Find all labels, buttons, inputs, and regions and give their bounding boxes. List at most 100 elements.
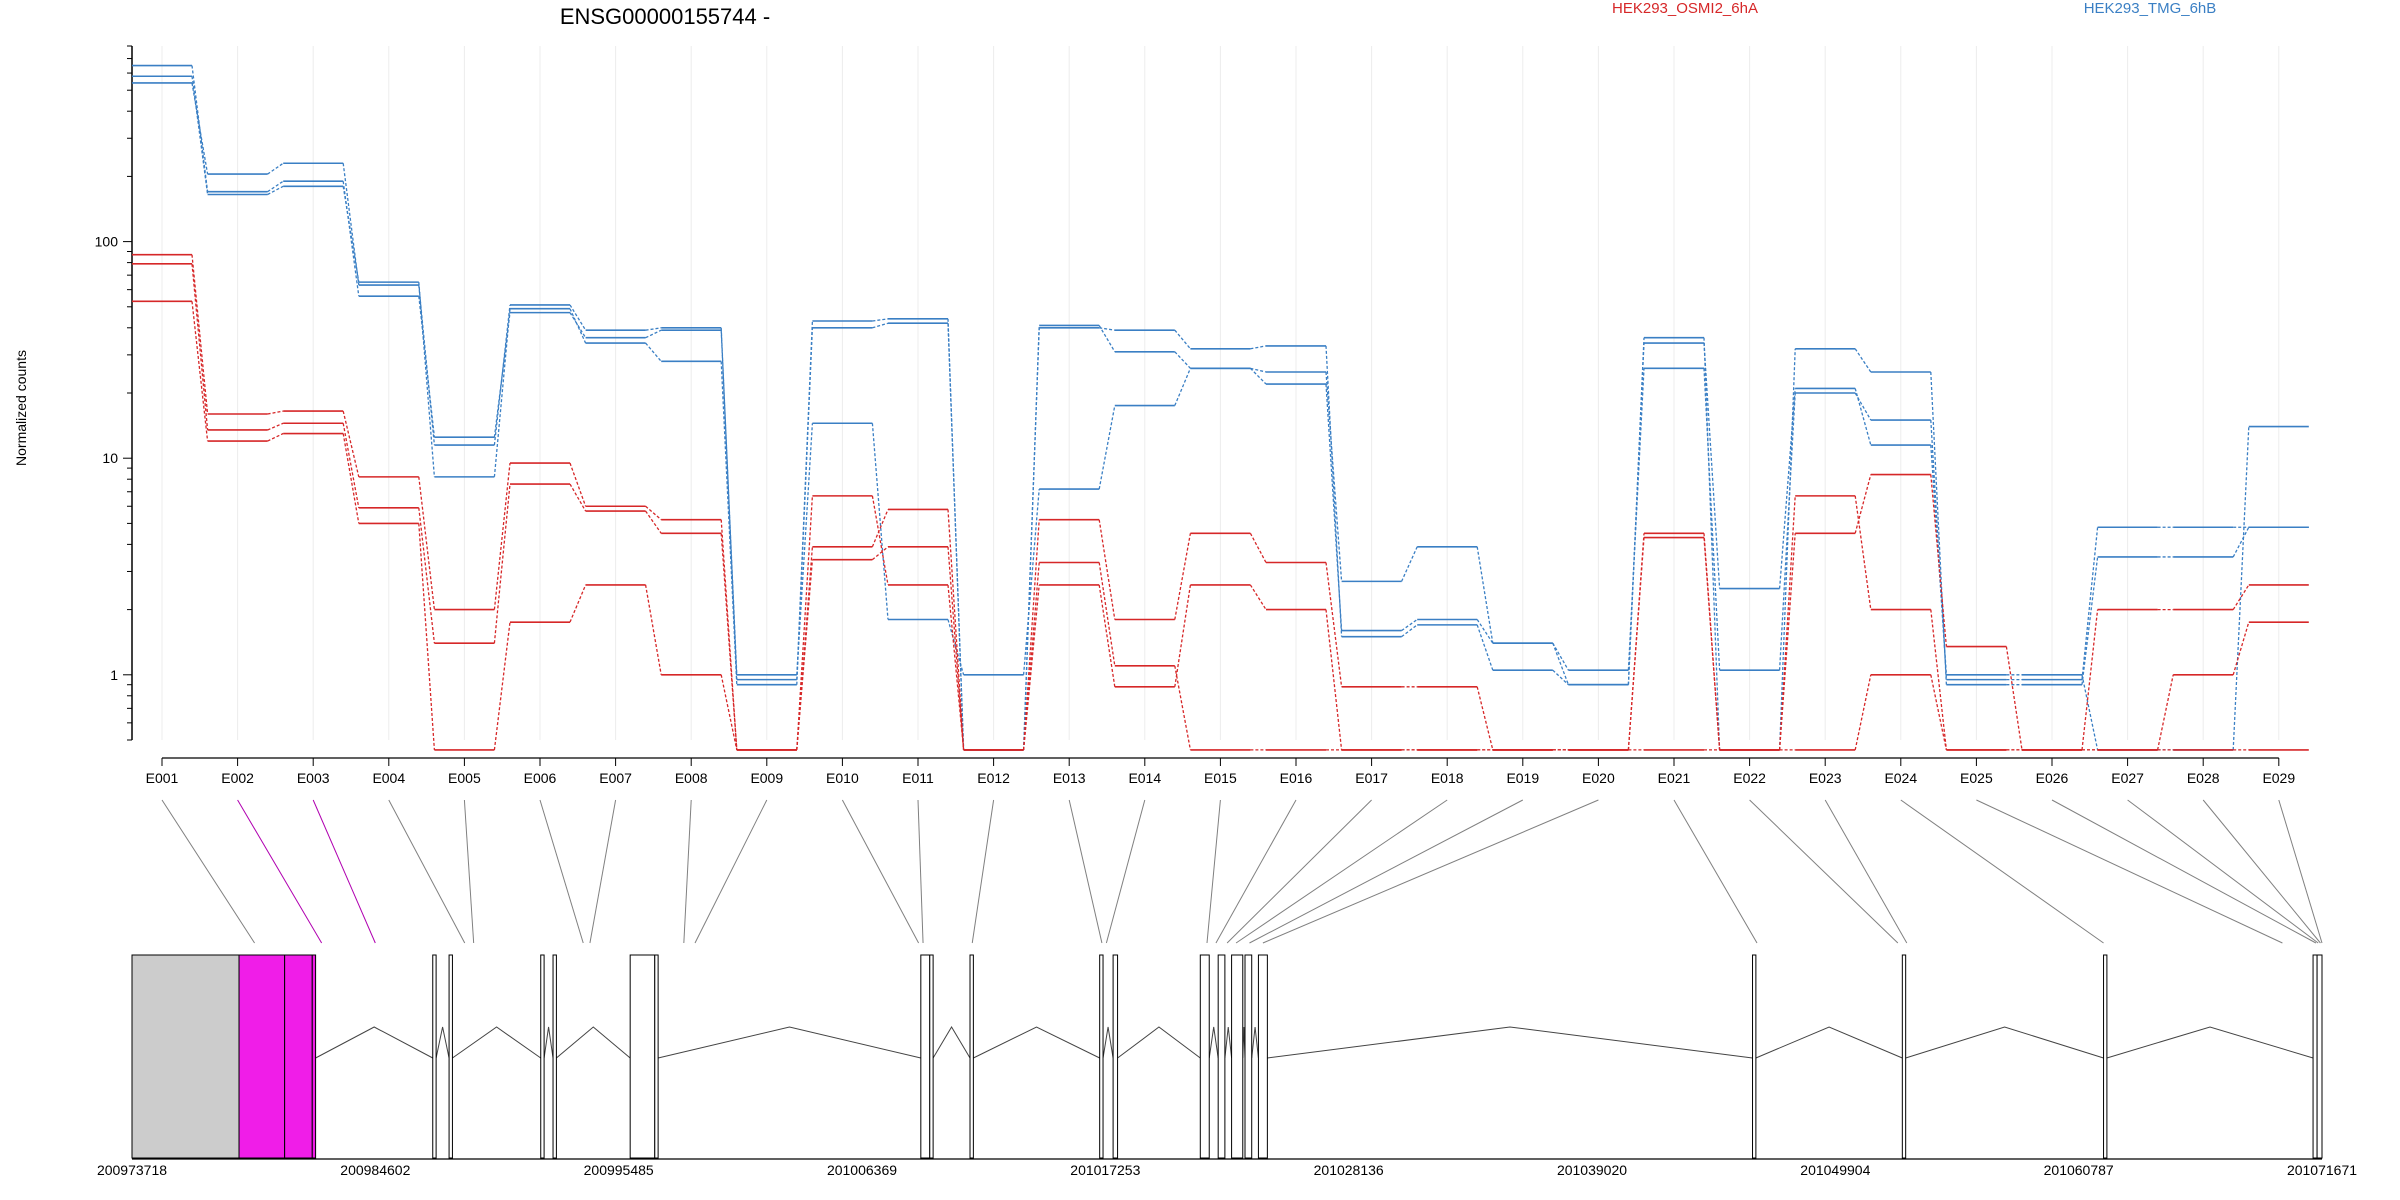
bin-connector [1105,799,1146,944]
exon [1099,954,1104,1159]
intron [1755,1026,1903,1059]
bin-connector [1749,799,1899,944]
series-connector-path [191,301,2249,751]
series-connector-path [191,82,2249,750]
series-hek293-tmg-6hb [132,82,2309,751]
genomic-tick-label: 201017253 [1070,1162,1140,1178]
series-hek293-tmg-6hb [132,75,2309,751]
bin-connector [971,799,995,944]
intron [1251,1026,1259,1059]
x-tick-label: E011 [902,770,934,786]
x-tick-label: E029 [2262,770,2295,786]
x-tick-label: E028 [2187,770,2220,786]
exon [654,954,659,1159]
genomic-tick-label: 201039020 [1557,1162,1627,1178]
series-hek293-tmg-6hb [132,64,2309,751]
exon [311,954,317,1159]
bin-connector [1235,799,1448,944]
bin-connector [161,799,255,944]
x-tick-label: E007 [599,770,632,786]
y-axis: 1 10 100 [95,45,133,741]
genomic-tick-label: 200984602 [340,1162,410,1178]
exon [131,954,240,1159]
bin-connector [1673,799,1758,944]
x-tick-label: E019 [1506,770,1539,786]
genomic-tick-label: 201060787 [2044,1162,2114,1178]
x-tick-label: E006 [524,770,557,786]
legend-entry-osmi2: HEK293_OSMI2_6hA [1612,0,1758,17]
exon [284,954,313,1159]
exon [1752,954,1757,1159]
genomic-tick-label: 201071671 [2287,1162,2357,1178]
x-tick-label: E004 [372,770,405,786]
exon [920,954,931,1159]
bin-connector [2278,799,2323,944]
x-tick-label: E015 [1204,770,1237,786]
exon [552,954,557,1159]
x-tick-label: E022 [1733,770,1766,786]
x-tick-label: E025 [1960,770,1993,786]
exon [969,954,974,1159]
x-tick-label: E023 [1809,770,1842,786]
genomic-tick-label: 201049904 [1800,1162,1870,1178]
exon [1231,954,1244,1159]
bin-connector [917,799,924,944]
x-tick-label: E010 [826,770,859,786]
intron [973,1026,1100,1059]
series-layer [132,64,2309,751]
genomic-tick-label: 201006369 [827,1162,897,1178]
bin-connector [589,799,617,944]
intron [1267,1026,1753,1059]
x-tick-label: E027 [2111,770,2144,786]
exon [1244,954,1253,1159]
x-tick-label: E003 [297,770,330,786]
bin-connector [1900,799,2104,944]
bin-connector [237,799,323,944]
series-hek293-osmi2-6ha [132,300,2309,751]
bin-connector [1976,799,2283,944]
vertical-gridlines [161,46,2280,740]
genomic-tick-label: 200995485 [584,1162,654,1178]
genomic-tick-label: 200973718 [97,1162,167,1178]
x-tick-label: E013 [1053,770,1086,786]
x-tick-label: E005 [448,770,481,786]
intron [658,1026,921,1059]
bin-connector [1249,799,1524,944]
x-tick-label: E002 [221,770,254,786]
exon-bin-axis: E001 E002 E003 E004 E005 E006 E007 E008 E009 E010… [146,757,2295,786]
x-tick-label: E009 [750,770,783,786]
legend-entry-tmg: HEK293_TMG_6hB [2084,0,2217,17]
intron [435,1026,450,1059]
intron [1102,1026,1114,1059]
bin-connector [312,799,376,944]
intron [1117,1026,1201,1059]
intron [1905,1026,2104,1059]
intron [315,1026,433,1059]
x-tick-label: E012 [977,770,1010,786]
intron [1208,1026,1219,1059]
bin-connector [841,799,920,944]
bin-connector [2202,799,2321,944]
exon [2312,954,2318,1159]
bin-connector [1226,799,1372,944]
exon [238,954,286,1159]
intron [2106,1026,2314,1059]
y-tick-label: 1 [110,667,118,683]
bin-to-exon-connectors [161,799,2323,944]
series-connector-path [191,76,2250,750]
exon [629,954,656,1159]
y-tick-label: 10 [102,450,118,466]
exon [1199,954,1210,1159]
exon [1901,954,1907,1159]
exon [1112,954,1119,1159]
bin-connector [694,799,768,944]
bin-connector [539,799,584,944]
y-tick-label: 100 [95,234,119,250]
intron [932,1026,971,1059]
bin-connector [1206,799,1221,944]
bin-connector [1824,799,1908,944]
bin-connector [2127,799,2319,944]
bin-connector [1068,799,1103,944]
x-tick-label: E021 [1658,770,1691,786]
